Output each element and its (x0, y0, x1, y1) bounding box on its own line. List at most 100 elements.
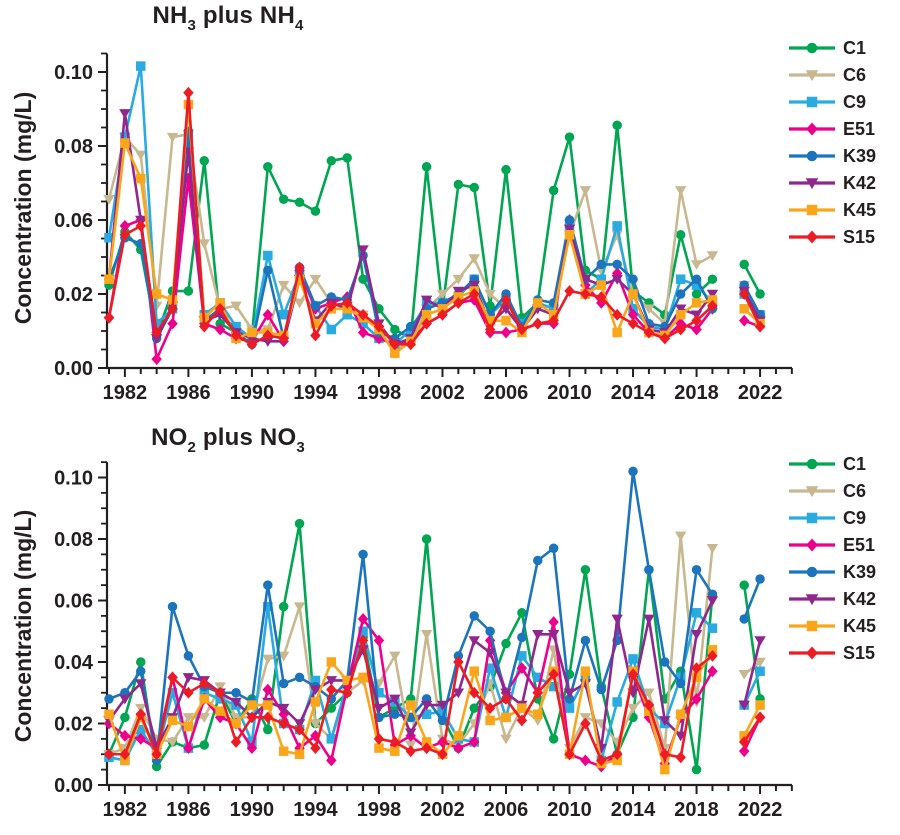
square-marker-icon (374, 743, 384, 753)
circle-marker-icon (263, 580, 273, 590)
diamond-marker-icon (548, 668, 559, 681)
square-marker-icon (453, 292, 464, 302)
square-marker-icon (628, 304, 638, 314)
diamond-marker-icon (326, 299, 337, 312)
diamond-marker-icon (167, 671, 178, 684)
diamond-marker-icon (373, 320, 385, 333)
circle-marker-icon (691, 565, 702, 575)
square-marker-icon (374, 688, 384, 698)
diamond-marker-icon (199, 320, 210, 333)
circle-marker-icon (263, 161, 273, 172)
diamond-marker-icon (421, 742, 432, 754)
circle-marker-icon (612, 259, 622, 270)
circle-marker-icon (167, 601, 178, 612)
diamond-marker-icon (675, 317, 686, 330)
diamond-marker-icon (691, 323, 702, 336)
square-marker-icon (806, 512, 818, 523)
legend-swatch (789, 620, 835, 631)
triangle-down-marker-icon (309, 719, 322, 730)
square-marker-icon (533, 672, 543, 683)
square-marker-icon (342, 675, 352, 686)
triangle-down-marker-icon (468, 280, 480, 291)
circle-marker-icon (564, 215, 575, 225)
circle-marker-icon (675, 230, 686, 240)
x-tick-label: 1994 (293, 799, 338, 821)
diamond-marker-icon (754, 711, 766, 724)
circle-marker-icon (421, 534, 432, 544)
square-marker-icon (691, 298, 702, 308)
triangle-down-marker-icon (198, 713, 210, 723)
circle-marker-icon (548, 185, 559, 196)
triangle-down-marker-icon (706, 596, 719, 607)
diamond-marker-icon (484, 323, 496, 336)
circle-marker-icon (755, 289, 765, 299)
circle-marker-icon (806, 566, 818, 577)
circle-marker-icon (278, 678, 289, 689)
title-text: plus NO (196, 424, 297, 451)
diamond-marker-icon (310, 742, 321, 754)
triangle-down-marker-icon (405, 728, 417, 739)
square-marker-icon (755, 666, 765, 676)
y-tick-label: 0.06 (54, 591, 93, 613)
legend-swatch (789, 458, 835, 469)
circle-marker-icon (294, 672, 305, 683)
legend-swatch (789, 566, 835, 577)
square-marker-icon (707, 623, 718, 633)
square-marker-icon (278, 309, 289, 320)
x-tick-label: 2006 (484, 382, 529, 404)
circle-marker-icon (390, 709, 400, 720)
triangle-down-marker-icon (277, 280, 290, 291)
legend-item-c6: C6 (788, 61, 898, 88)
circle-marker-icon (691, 274, 702, 284)
legend-label: K45 (843, 615, 877, 636)
circle-marker-icon (660, 657, 670, 667)
square-marker-icon (660, 764, 670, 775)
x-tick-label: 2022 (738, 799, 783, 821)
square-marker-icon (310, 318, 321, 329)
square-marker-icon (533, 298, 543, 308)
x-tick-label: 2002 (420, 799, 465, 821)
circle-marker-icon (469, 611, 479, 621)
circle-marker-icon (564, 132, 575, 142)
triangle-down-marker-icon (325, 676, 338, 686)
diamond-marker-icon (469, 736, 480, 748)
diamond-marker-icon (453, 742, 464, 754)
triangle-down-marker-icon (643, 688, 655, 699)
square-marker-icon (231, 718, 241, 729)
diamond-marker-icon (707, 665, 718, 678)
triangle-down-marker-icon (805, 69, 819, 81)
square-marker-icon (104, 274, 114, 284)
square-marker-icon (199, 688, 210, 698)
circle-marker-icon (453, 179, 464, 190)
diamond-marker-icon (135, 220, 146, 232)
diamond-marker-icon (738, 314, 750, 327)
square-marker-icon (421, 709, 432, 720)
diamond-marker-icon (675, 323, 686, 336)
circle-marker-icon (612, 120, 622, 131)
square-marker-icon (806, 620, 818, 631)
x-tick-label: 2018 (674, 799, 719, 821)
legend-item-c9: C9 (788, 504, 898, 531)
diamond-marker-icon (659, 748, 671, 761)
legend-item-e51: E51 (788, 115, 898, 142)
diamond-marker-icon (357, 634, 369, 647)
legend-label: K42 (843, 172, 877, 193)
legend-swatch (789, 42, 835, 53)
circle-marker-icon (806, 42, 818, 53)
square-marker-icon (390, 348, 400, 358)
x-tick-label: 2002 (420, 382, 465, 404)
circle-marker-icon (326, 703, 337, 713)
square-marker-icon (120, 755, 130, 766)
circle-marker-icon (806, 458, 818, 469)
diamond-marker-icon (806, 229, 818, 244)
diamond-marker-icon (135, 732, 146, 745)
legend-item-k42: K42 (788, 585, 898, 612)
diamond-marker-icon (806, 645, 818, 660)
diamond-marker-icon (516, 714, 528, 727)
title-text: NH (152, 2, 188, 29)
triangle-down-marker-icon (119, 109, 131, 119)
legend-label: C6 (843, 64, 867, 85)
diamond-marker-icon (675, 751, 686, 764)
square-marker-icon (806, 204, 818, 215)
x-tick-label: 2006 (484, 799, 529, 821)
